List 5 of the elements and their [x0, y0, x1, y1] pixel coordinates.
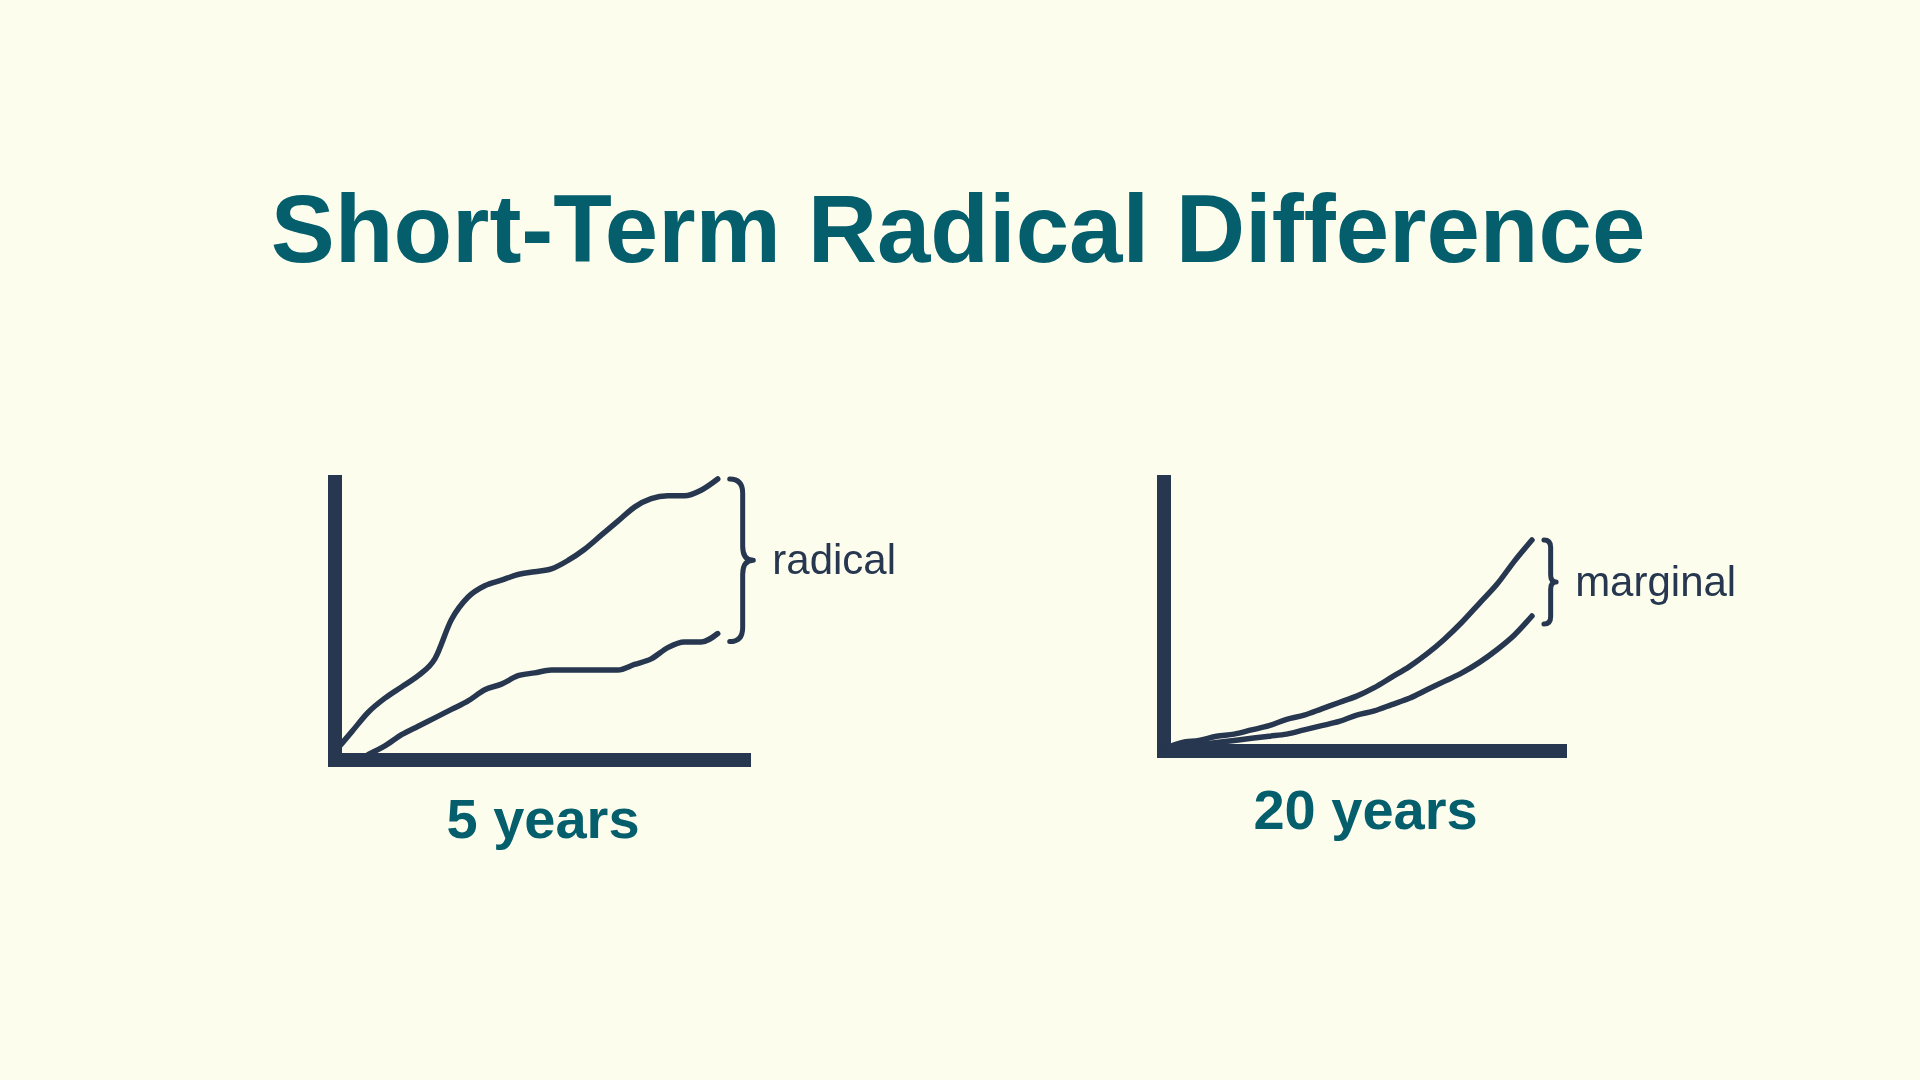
text: Short-Term Radical Difference — [270, 175, 1646, 282]
text: marginal — [1575, 557, 1737, 605]
text: radical — [772, 536, 897, 584]
x-axis-title: 20 years — [1253, 778, 1478, 841]
x-axis-title: 5 years — [446, 787, 640, 850]
